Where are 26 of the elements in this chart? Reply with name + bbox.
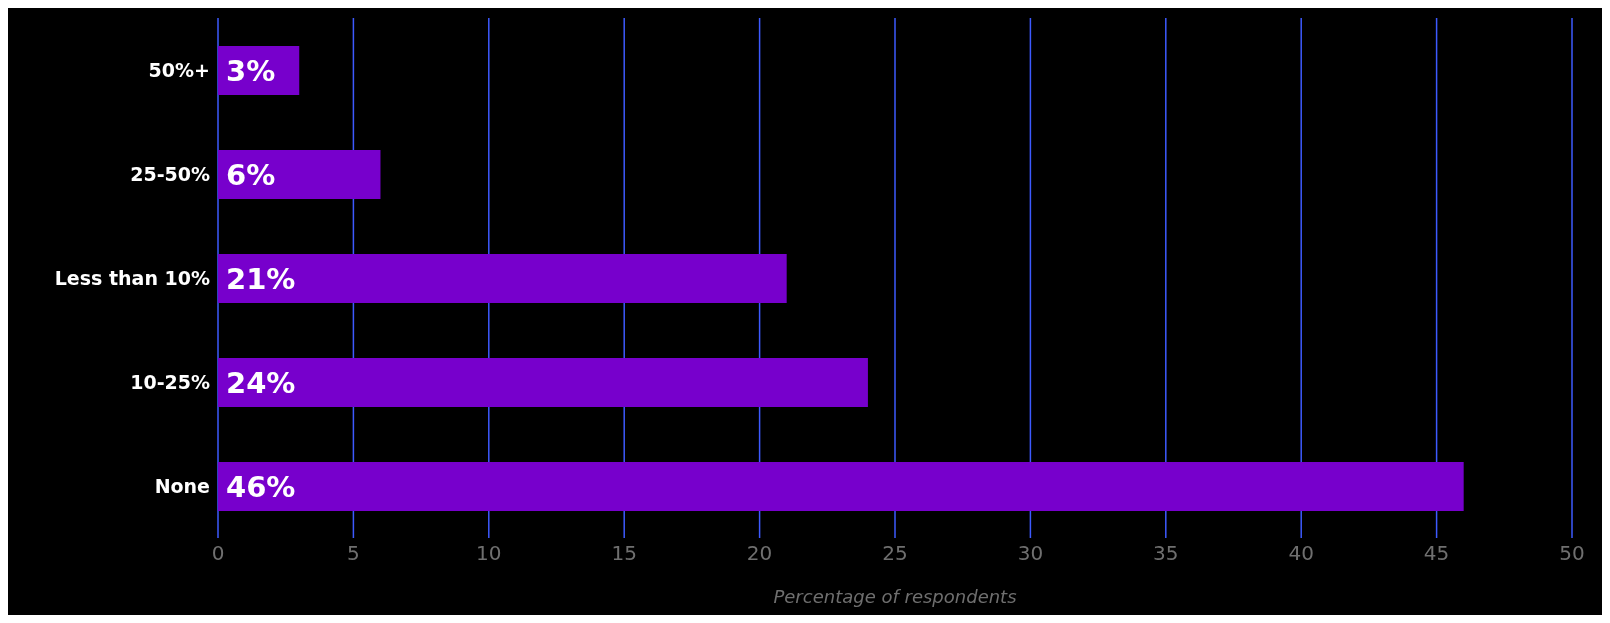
x-tick-label: 15 xyxy=(611,541,637,566)
bar xyxy=(218,462,1464,511)
x-tick-label: 20 xyxy=(746,541,773,566)
data-label: 3% xyxy=(226,53,276,88)
x-tick-label: 30 xyxy=(1017,541,1044,566)
bar xyxy=(218,358,868,407)
x-tick-label: 35 xyxy=(1153,541,1179,566)
bar xyxy=(218,254,787,303)
data-label: 46% xyxy=(226,469,296,504)
y-tick-label: 25-50% xyxy=(130,162,210,185)
x-tick-label: 10 xyxy=(476,541,502,566)
x-tick-label: 50 xyxy=(1559,541,1585,566)
x-axis-title: Percentage of respondents xyxy=(772,586,1018,607)
data-label: 21% xyxy=(226,261,296,296)
x-tick-label: 0 xyxy=(211,541,225,566)
data-label: 24% xyxy=(226,365,296,400)
x-tick-label: 40 xyxy=(1288,541,1314,566)
bar xyxy=(218,150,381,199)
x-tick-label: 5 xyxy=(347,541,360,566)
x-tick-label: 25 xyxy=(882,541,908,566)
x-tick-label: 45 xyxy=(1423,541,1450,566)
y-tick-label: 50%+ xyxy=(148,58,210,81)
data-label: 6% xyxy=(226,157,276,192)
y-tick-label: None xyxy=(154,474,210,497)
y-tick-label: Less than 10% xyxy=(54,266,210,289)
y-tick-label: 10-25% xyxy=(130,370,210,393)
